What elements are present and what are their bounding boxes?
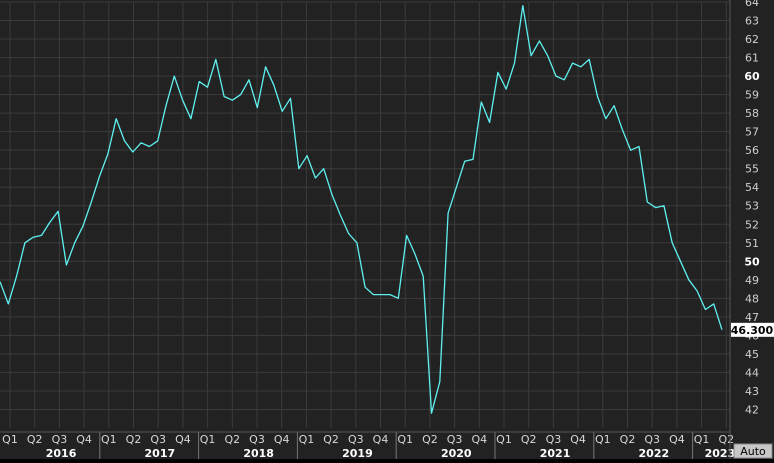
x-year-label: 2017 xyxy=(145,447,176,459)
x-quarter-label: Q2 xyxy=(126,433,142,446)
y-tick-label: 52 xyxy=(745,218,759,231)
x-quarter-label: Q1 xyxy=(200,433,216,446)
x-quarter-label: Q2 xyxy=(620,433,636,446)
y-tick-label: 53 xyxy=(745,200,759,213)
x-quarter-label: Q1 xyxy=(101,433,117,446)
y-tick-label: 58 xyxy=(745,107,759,120)
last-value-label: 46.300 xyxy=(731,324,774,337)
y-tick-label: 47 xyxy=(745,311,759,324)
x-quarter-label: Q4 xyxy=(669,433,685,446)
axes: 4243444546474849505152535455565758596061… xyxy=(0,0,760,460)
y-tick-label: 55 xyxy=(745,163,759,176)
series-layer xyxy=(0,5,723,414)
x-quarter-label: Q4 xyxy=(373,433,389,446)
x-quarter-label: Q4 xyxy=(570,433,586,446)
x-year-label: 2021 xyxy=(540,447,571,459)
y-tick-label: 59 xyxy=(745,89,759,102)
grid xyxy=(0,1,730,428)
x-year-label: 2016 xyxy=(46,447,77,459)
y-tick-label: 50 xyxy=(744,255,760,268)
x-quarter-label: Q4 xyxy=(471,433,487,446)
y-tick-label: 60 xyxy=(744,70,760,83)
x-quarter-label: Q2 xyxy=(323,433,339,446)
auto-scale-label: Auto xyxy=(740,445,766,458)
x-quarter-label: Q3 xyxy=(546,433,562,446)
y-tick-label: 64 xyxy=(745,0,759,9)
x-quarter-label: Q4 xyxy=(175,433,191,446)
x-year-label: 2020 xyxy=(441,447,472,459)
y-tick-label: 45 xyxy=(745,348,759,361)
x-quarter-label: Q3 xyxy=(52,433,68,446)
y-tick-label: 48 xyxy=(745,292,759,305)
y-tick-label: 49 xyxy=(745,274,759,287)
x-quarter-label: Q4 xyxy=(76,433,92,446)
x-quarter-label: Q3 xyxy=(348,433,364,446)
badges: 46.300 Auto xyxy=(731,322,774,459)
y-tick-label: 54 xyxy=(745,181,759,194)
series-line xyxy=(0,5,723,414)
x-quarter-label: Q1 xyxy=(595,433,611,446)
y-tick-label: 44 xyxy=(745,366,759,379)
x-quarter-label: Q2 xyxy=(521,433,537,446)
auto-scale-button[interactable] xyxy=(733,443,773,459)
x-quarter-label: Q3 xyxy=(249,433,265,446)
y-tick-label: 62 xyxy=(745,33,759,46)
x-quarter-label: Q1 xyxy=(397,433,413,446)
y-tick-label: 42 xyxy=(745,403,759,416)
y-tick-label: 43 xyxy=(745,385,759,398)
x-quarter-label: Q1 xyxy=(299,433,315,446)
x-quarter-label: Q3 xyxy=(644,433,660,446)
x-quarter-label: Q2 xyxy=(224,433,240,446)
x-quarter-label: Q1 xyxy=(694,433,710,446)
x-quarter-label: Q3 xyxy=(447,433,463,446)
last-value-badge-bg xyxy=(731,322,774,337)
y-tick-label: 57 xyxy=(745,126,759,139)
x-quarter-label: Q2 xyxy=(27,433,43,446)
x-quarter-label: Q1 xyxy=(2,433,18,446)
x-year-label: 2022 xyxy=(639,447,670,459)
y-tick-label: 56 xyxy=(745,144,759,157)
x-year-label: 2023 xyxy=(705,447,736,459)
x-quarter-label: Q2 xyxy=(422,433,438,446)
y-tick-label: 63 xyxy=(745,15,759,28)
x-quarter-label: Q1 xyxy=(496,433,512,446)
x-quarter-label: Q3 xyxy=(150,433,166,446)
y-tick-label: 51 xyxy=(745,237,759,250)
x-quarter-label: Q4 xyxy=(274,433,290,446)
x-year-label: 2018 xyxy=(243,447,274,459)
y-tick-label: 61 xyxy=(745,52,759,65)
x-quarter-label: Q2 xyxy=(718,433,734,446)
x-year-label: 2019 xyxy=(342,447,373,459)
